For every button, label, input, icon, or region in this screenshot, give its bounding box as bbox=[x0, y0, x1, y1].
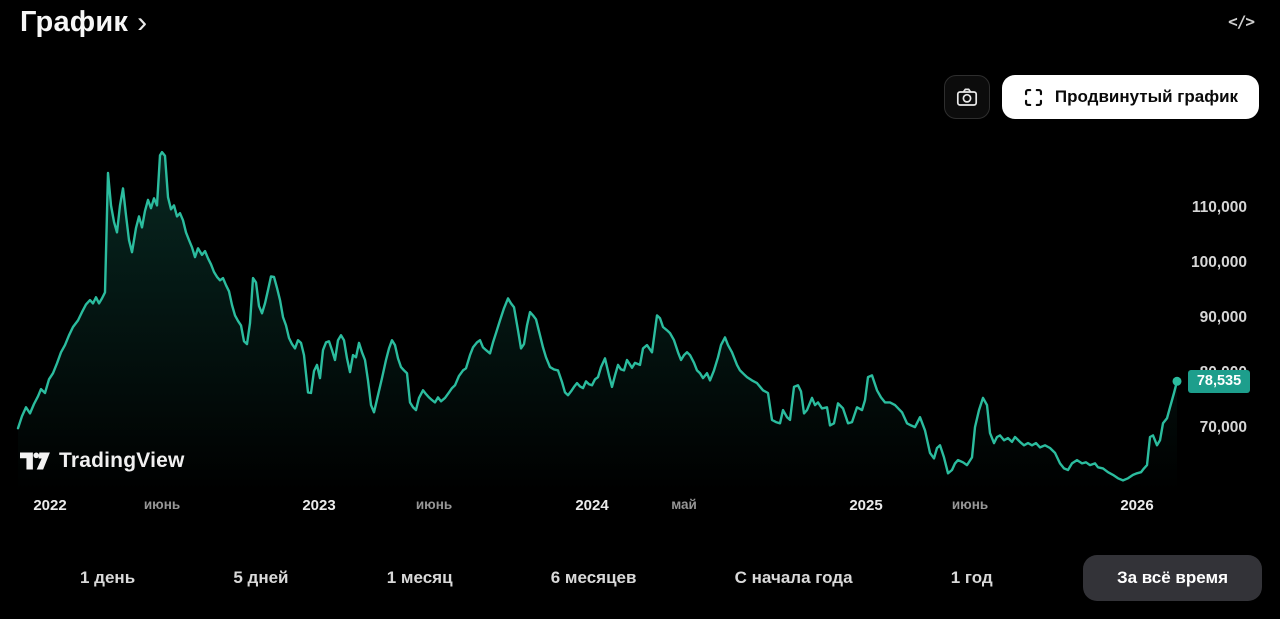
price-line bbox=[16, 150, 1179, 482]
fullscreen-icon bbox=[1023, 87, 1044, 108]
x-axis-label: 2022 bbox=[33, 497, 67, 514]
chart-title-link[interactable]: График › bbox=[20, 6, 147, 39]
x-axis-label: июнь bbox=[951, 497, 989, 512]
x-axis-label: 2026 bbox=[1120, 497, 1154, 514]
chevron-right-icon: › bbox=[137, 6, 148, 39]
last-price-badge: 78,535 bbox=[1188, 370, 1250, 393]
range-button-4[interactable]: 6 месяцев bbox=[543, 555, 645, 601]
range-selector: 1 день 5 дней 1 месяц 6 месяцев С начала год… bbox=[0, 555, 1280, 601]
last-price-dot bbox=[1172, 376, 1182, 386]
range-button-1[interactable]: 1 день bbox=[72, 555, 143, 601]
y-axis-label: 90,000 bbox=[1199, 309, 1247, 326]
advanced-chart-label: Продвинутый график bbox=[1054, 87, 1239, 106]
advanced-chart-button[interactable]: Продвинутый график bbox=[1002, 75, 1259, 119]
screenshot-button[interactable] bbox=[944, 75, 990, 119]
camera-icon bbox=[955, 85, 979, 109]
range-button-6[interactable]: 1 год bbox=[943, 555, 1001, 601]
y-axis-label: 100,000 bbox=[1190, 254, 1247, 271]
x-axis-label: июнь bbox=[143, 497, 181, 512]
page-title: График bbox=[20, 6, 129, 38]
chart-area-fill bbox=[18, 152, 1177, 492]
x-axis-label: 2024 bbox=[575, 497, 609, 514]
range-button-2[interactable]: 5 дней bbox=[225, 555, 296, 601]
y-axis-label: 70,000 bbox=[1199, 419, 1247, 436]
range-button-5[interactable]: С начала года bbox=[727, 555, 861, 601]
range-button-3[interactable]: 1 месяц bbox=[379, 555, 461, 601]
tradingview-logo-text: TradingView bbox=[59, 449, 185, 472]
y-axis-label: 110,000 bbox=[1191, 199, 1247, 216]
tradingview-logo-icon bbox=[20, 451, 50, 471]
x-axis-label: 2025 bbox=[849, 497, 883, 514]
embed-code-icon[interactable]: </> bbox=[1228, 12, 1255, 31]
range-button-7[interactable]: За всё время bbox=[1082, 555, 1262, 601]
x-axis-label: май bbox=[671, 497, 697, 512]
x-axis-label: 2023 bbox=[302, 497, 336, 514]
x-axis-label: июнь bbox=[415, 497, 453, 512]
tradingview-watermark[interactable]: TradingView bbox=[20, 449, 185, 473]
